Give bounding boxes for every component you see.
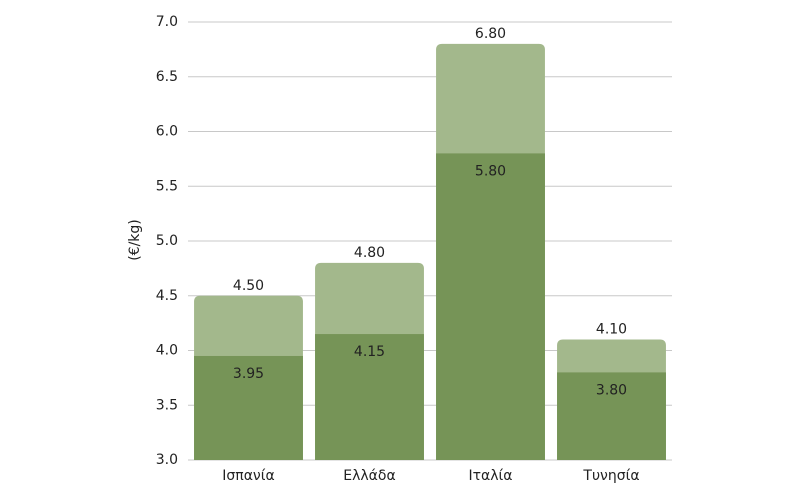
y-tick-label: 7.0 — [156, 14, 178, 30]
value-label: 3.95 — [233, 366, 264, 382]
x-tick-label: Τυνησία — [582, 468, 639, 484]
y-tick-label: 5.0 — [156, 233, 178, 249]
x-tick-label: Ιταλία — [468, 468, 512, 484]
y-tick-label: 5.5 — [156, 178, 178, 194]
y-tick-label: 6.0 — [156, 124, 178, 140]
y-tick-label: 4.0 — [156, 343, 178, 359]
value-label: 6.80 — [475, 26, 506, 42]
y-tick-label: 3.0 — [156, 452, 178, 468]
bar — [315, 334, 424, 460]
value-label: 4.80 — [354, 245, 385, 261]
y-tick-label: 6.5 — [156, 69, 178, 85]
value-label: 4.10 — [596, 322, 627, 338]
x-tick-label: Ισπανία — [222, 468, 274, 484]
value-label: 4.50 — [233, 278, 264, 294]
value-label: 3.80 — [596, 382, 627, 398]
bar — [436, 153, 545, 460]
value-label: 5.80 — [475, 163, 506, 179]
bar — [194, 355, 303, 460]
bar — [557, 372, 666, 460]
y-tick-label: 4.5 — [156, 288, 178, 304]
y-tick-label: 3.5 — [156, 397, 178, 413]
y-axis-label: (€/kg) — [127, 219, 143, 261]
x-tick-label: Ελλάδα — [343, 468, 395, 484]
value-label: 4.15 — [354, 344, 385, 360]
